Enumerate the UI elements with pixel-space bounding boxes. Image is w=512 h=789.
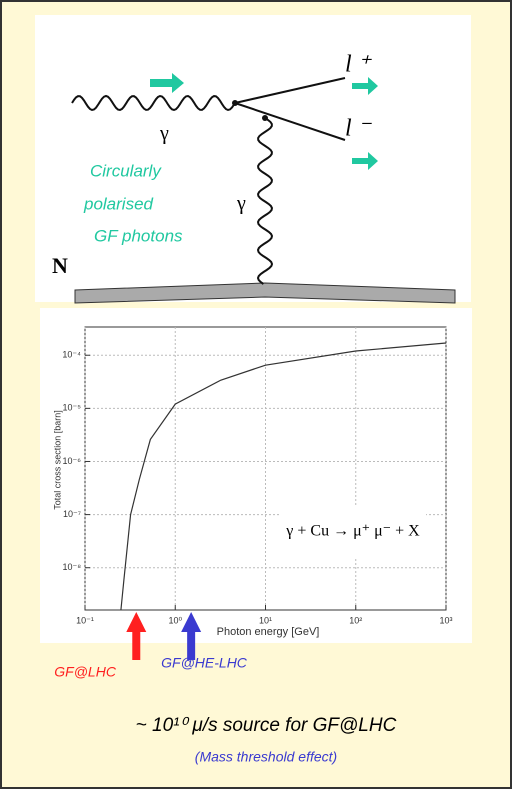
gamma-label: γ xyxy=(236,193,246,215)
marker-arrow xyxy=(181,612,202,660)
arrow xyxy=(352,77,378,95)
y-tick-label: 10⁻⁴ xyxy=(62,350,81,360)
x-tick-label: 10¹ xyxy=(259,615,272,625)
annotation: γ + Cu → μ⁺ μ⁻ + X xyxy=(285,523,420,540)
gamma-label: γ xyxy=(159,123,169,145)
y-tick-label: 10⁻⁶ xyxy=(63,456,82,466)
lepton-line xyxy=(234,77,346,104)
arrow xyxy=(352,152,378,170)
nucleus-plate xyxy=(74,282,456,304)
x-tick-label: 10⁰ xyxy=(168,615,182,625)
caption-note: (Mass threshold effect) xyxy=(195,749,337,765)
momentum-arrows xyxy=(150,73,378,170)
y-tick-label: 10⁻⁵ xyxy=(63,403,82,413)
lepton-label: l ⁺ xyxy=(345,52,373,78)
arrow xyxy=(150,73,184,93)
photon-line xyxy=(71,94,235,112)
plot-panel xyxy=(40,308,472,643)
marker-label: GF@LHC xyxy=(54,664,117,680)
annotation-box xyxy=(280,507,426,557)
cross-section-curve xyxy=(120,342,447,611)
caption: ~ 10¹⁰ μ/s source for GF@LHC xyxy=(136,715,397,736)
y-axis-label: Total cross section [barn] xyxy=(52,410,62,510)
note-line: Circularly xyxy=(90,161,162,180)
x-tick-label: 10² xyxy=(349,615,362,625)
marker-label: GF@HE-LHC xyxy=(161,655,248,671)
diagram-panel xyxy=(35,15,471,302)
note-line: polarised xyxy=(83,194,154,213)
x-axis-label: Photon energy [GeV] xyxy=(217,626,320,638)
lepton-label: l ⁻ xyxy=(345,116,373,142)
y-tick-label: 10⁻⁸ xyxy=(62,562,81,572)
lepton-line xyxy=(234,102,346,141)
x-tick-label: 10³ xyxy=(439,615,452,625)
photon-line xyxy=(256,117,274,285)
note-line: GF photons xyxy=(94,226,183,245)
y-tick-label: 10⁻⁷ xyxy=(63,509,81,519)
nucleus-label: N xyxy=(52,253,68,278)
x-tick-label: 10⁻¹ xyxy=(76,615,94,625)
marker-arrow xyxy=(126,612,147,660)
feynman-diagram: γ γ l ⁺ l ⁻ Circularly polarised GF phot… xyxy=(52,52,456,304)
